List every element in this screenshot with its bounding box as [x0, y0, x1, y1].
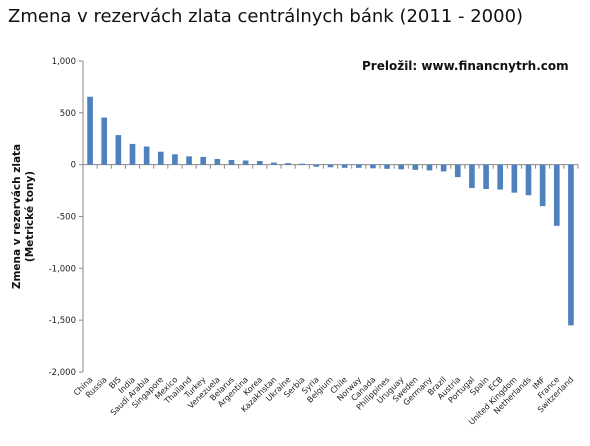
bar-argentina: [242, 160, 249, 165]
bar-thailand: [186, 156, 192, 165]
y-axis-title: Zmena v rezervách zlata: [11, 144, 23, 289]
bar-france: [553, 164, 560, 226]
bar-spain: [483, 164, 489, 190]
axes: [79, 60, 579, 373]
bar-belgium: [327, 164, 334, 168]
bar-venezuela: [214, 158, 221, 165]
bar-singapore: [157, 151, 164, 165]
bar-kazakhstan: [271, 162, 277, 165]
bar-russia: [101, 117, 108, 165]
bar-serbia: [299, 163, 306, 165]
y-tick-label: -1,500: [49, 316, 76, 326]
bar-india: [129, 143, 136, 165]
bar-switzerland: [568, 164, 574, 326]
bar-germany: [426, 164, 433, 171]
bar-saudi-arabia: [143, 146, 150, 165]
bar-ukraine: [285, 163, 291, 165]
bar-united-kingdom: [511, 164, 518, 193]
chart-title: Zmena v rezervách zlata centrálnych bánk…: [8, 6, 524, 27]
bar-china: [87, 96, 93, 165]
bar-brazil: [440, 164, 447, 172]
bar-uruguay: [398, 164, 405, 170]
bar-bis: [115, 135, 122, 165]
y-tick-label: -1,000: [49, 264, 76, 274]
bar-austria: [454, 164, 461, 178]
bar-philippines: [384, 164, 390, 169]
y-axis-title: (Metrické tony): [24, 171, 36, 262]
bar-korea: [256, 161, 263, 165]
bar-mexico: [172, 154, 178, 165]
bar-ecb: [497, 164, 504, 190]
bar-syria: [313, 164, 320, 167]
bar-netherlands: [525, 164, 532, 196]
y-tick-label: 1,000: [52, 57, 76, 67]
bar-imf: [539, 164, 546, 207]
bar-chile: [341, 164, 348, 168]
y-tick-label: 500: [60, 109, 76, 119]
bar-canada: [370, 164, 376, 169]
y-tick-label: -2,000: [49, 368, 76, 378]
bar-portugal: [469, 164, 475, 188]
bars: [87, 96, 574, 326]
bar-norway: [355, 164, 362, 168]
bar-sweden: [412, 164, 419, 170]
bar-turkey: [200, 156, 207, 165]
labels: 1,0005000-500-1,000-1,500-2,000ChinaRuss…: [11, 57, 575, 427]
translator-credit: Preložil: www.financnytrh.com: [362, 59, 569, 73]
bar-belarus: [228, 160, 235, 165]
y-tick-label: 0: [71, 161, 76, 171]
y-tick-label: -500: [57, 213, 76, 223]
